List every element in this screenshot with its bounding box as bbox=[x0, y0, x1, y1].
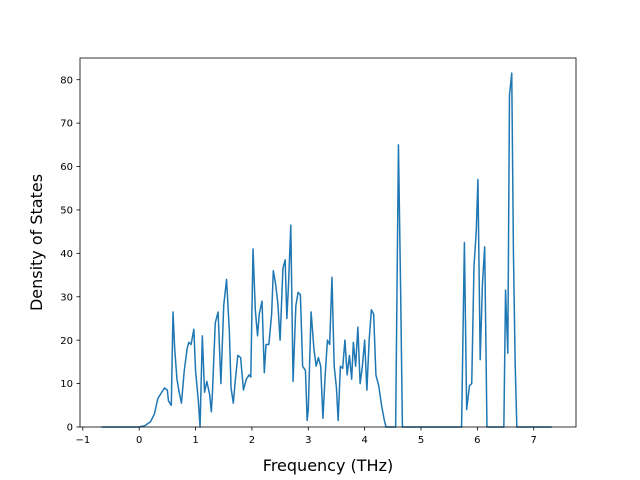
y-axis-ticks: 0 10 20 30 40 50 60 70 80 bbox=[60, 75, 80, 434]
x-tick-label: 5 bbox=[418, 435, 424, 446]
y-tick-label: 0 bbox=[67, 423, 73, 434]
x-axis-title: Frequency (THz) bbox=[263, 456, 393, 475]
y-tick-label: 10 bbox=[60, 379, 73, 390]
x-axis-ticks: −1 0 1 2 3 4 5 6 7 bbox=[75, 427, 537, 446]
dos-series-line bbox=[101, 72, 552, 428]
x-tick-label: 7 bbox=[531, 435, 537, 446]
series-layer bbox=[101, 72, 552, 428]
y-tick-label: 80 bbox=[60, 75, 73, 86]
x-tick-label: 0 bbox=[136, 435, 142, 446]
x-tick-label: 2 bbox=[249, 435, 255, 446]
x-tick-label: 1 bbox=[192, 435, 198, 446]
y-tick-label: 40 bbox=[60, 249, 73, 260]
y-tick-label: 50 bbox=[60, 206, 73, 217]
y-tick-label: 30 bbox=[60, 292, 73, 303]
x-tick-label: −1 bbox=[75, 435, 90, 446]
x-tick-label: 6 bbox=[474, 435, 480, 446]
x-tick-label: 3 bbox=[305, 435, 311, 446]
y-tick-label: 20 bbox=[60, 336, 73, 347]
y-tick-label: 60 bbox=[60, 162, 73, 173]
x-tick-label: 4 bbox=[361, 435, 367, 446]
y-axis-title: Density of States bbox=[27, 174, 46, 311]
plot-area-frame bbox=[79, 57, 577, 428]
y-tick-label: 70 bbox=[60, 119, 73, 130]
